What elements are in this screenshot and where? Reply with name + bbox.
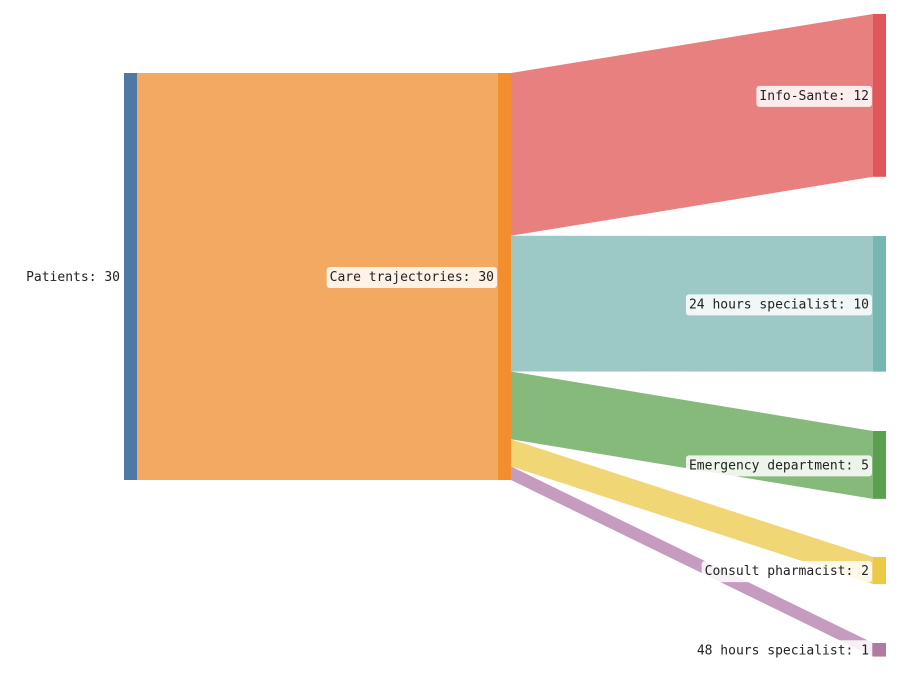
node-ed — [873, 431, 886, 499]
node-label-group-pharm: Consult pharmacist: 2 — [701, 561, 872, 583]
node-h24 — [873, 236, 886, 372]
node-care — [498, 73, 511, 480]
label-background — [326, 267, 497, 288]
node-label-group-h24: 24 hours specialist: 10 — [685, 294, 872, 316]
node-label-group-ed: Emergency department: 5 — [685, 455, 872, 477]
label-background — [685, 294, 872, 316]
label-background — [701, 561, 872, 583]
node-pharm — [873, 557, 886, 585]
link-care-h48 — [511, 466, 873, 657]
label-background — [685, 455, 872, 477]
node-label-group-h48: 48 hours specialist: 1 — [693, 640, 872, 662]
node-label-ed: Emergency department: 5 — [689, 458, 869, 473]
node-label-care: Care trajectories: 30 — [330, 270, 494, 285]
label-background — [756, 85, 872, 107]
node-label-info: Info-Sante: 12 — [759, 89, 869, 104]
label-background — [693, 640, 872, 662]
node-label-patients: Patients: 30 — [26, 270, 120, 285]
node-label-group-patients: Patients: 30 — [26, 270, 120, 285]
link-patients-care — [137, 73, 498, 480]
node-label-h48: 48 hours specialist: 1 — [697, 643, 869, 658]
node-label-h24: 24 hours specialist: 10 — [689, 297, 869, 312]
link-care-pharm — [511, 439, 873, 585]
node-h48 — [873, 643, 886, 657]
node-label-group-info: Info-Sante: 12 — [756, 85, 872, 107]
node-label-pharm: Consult pharmacist: 2 — [705, 564, 869, 579]
link-care-info — [511, 14, 873, 236]
node-patients — [124, 73, 137, 480]
node-info — [873, 14, 886, 177]
node-label-group-care: Care trajectories: 30 — [326, 267, 497, 288]
